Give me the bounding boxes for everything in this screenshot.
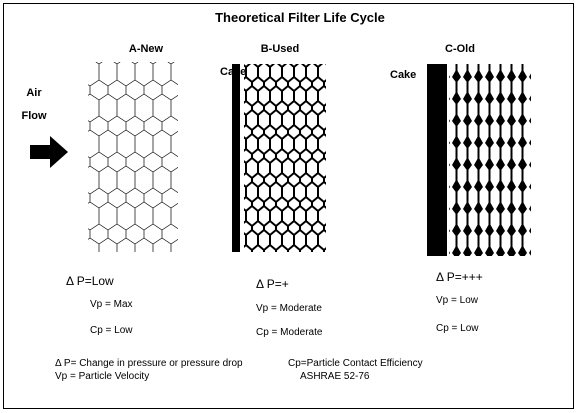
filter-media xyxy=(244,64,326,252)
vp: Vp = Max xyxy=(90,299,133,310)
cake xyxy=(232,64,240,252)
delta-p: Δ P=+ xyxy=(256,277,289,291)
title: Theoretical Filter Life Cycle xyxy=(215,10,385,25)
legend-source: ASHRAE 52-76 xyxy=(300,371,370,382)
legend-cp: Cp=Particle Contact Efficiency xyxy=(288,358,423,369)
filter-media xyxy=(449,64,531,256)
cake-label: Cake xyxy=(390,69,416,81)
cp: Cp = Moderate xyxy=(256,327,323,338)
legend-vp: Vp = Particle Velocity xyxy=(55,371,149,382)
cp: Cp = Low xyxy=(90,325,133,336)
frame xyxy=(3,3,574,409)
filter-media xyxy=(88,62,178,252)
legend-delta: Δ P= Change in pressure or pressure drop xyxy=(55,358,243,369)
panel-label: C-Old xyxy=(445,43,475,55)
air-label: Flow xyxy=(21,110,46,122)
air-label: Air xyxy=(26,87,42,99)
panel-label: A-New xyxy=(129,43,164,55)
delta-p: Δ P=Low xyxy=(66,274,114,288)
cp: Cp = Low xyxy=(436,323,479,334)
arrow xyxy=(30,136,68,168)
delta-p: Δ P=+++ xyxy=(436,270,483,284)
panel-label: B-Used xyxy=(261,43,300,55)
vp: Vp = Low xyxy=(436,295,479,306)
vp: Vp = Moderate xyxy=(256,303,322,314)
cake xyxy=(427,64,447,256)
